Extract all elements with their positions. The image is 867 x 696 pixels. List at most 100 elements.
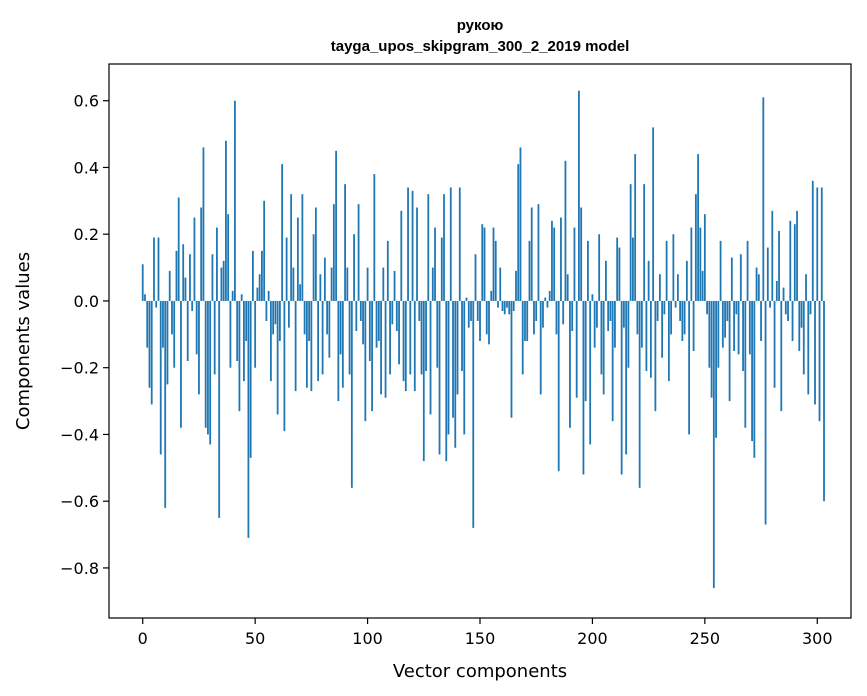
bar-118 bbox=[407, 187, 409, 301]
bar-79 bbox=[319, 274, 322, 301]
bar-113 bbox=[395, 300, 398, 331]
bar-139 bbox=[454, 300, 457, 448]
bar-37 bbox=[225, 140, 227, 301]
bar-77 bbox=[314, 207, 317, 301]
bar-295 bbox=[805, 274, 807, 301]
bar-303 bbox=[823, 300, 825, 502]
bar-150 bbox=[479, 300, 481, 341]
bar-41 bbox=[234, 100, 236, 301]
bar-210 bbox=[614, 300, 616, 348]
bar-32 bbox=[213, 300, 216, 375]
bar-122 bbox=[416, 207, 418, 301]
bar-109 bbox=[386, 240, 389, 301]
bar-45 bbox=[243, 300, 245, 382]
bar-168 bbox=[519, 147, 522, 301]
bar-281 bbox=[773, 300, 776, 388]
bar-26 bbox=[200, 207, 203, 301]
bar-91 bbox=[346, 267, 349, 301]
bar-214 bbox=[623, 300, 625, 328]
bar-177 bbox=[539, 300, 542, 395]
bar-194 bbox=[578, 90, 580, 301]
bar-187 bbox=[562, 300, 565, 325]
bar-129 bbox=[431, 267, 434, 301]
bar-67 bbox=[292, 267, 295, 301]
bar-102 bbox=[371, 300, 373, 412]
bar-82 bbox=[326, 300, 328, 335]
bar-95 bbox=[355, 300, 358, 331]
bar-100 bbox=[366, 267, 369, 301]
bar-207 bbox=[607, 300, 610, 331]
bar-242 bbox=[685, 260, 688, 301]
bar-160 bbox=[501, 300, 504, 311]
bar-301 bbox=[818, 300, 821, 422]
bar-117 bbox=[404, 300, 407, 392]
bar-248 bbox=[699, 227, 702, 301]
bar-4 bbox=[150, 300, 153, 405]
bar-219 bbox=[634, 154, 637, 301]
bar-1 bbox=[144, 294, 146, 301]
bar-85 bbox=[332, 204, 335, 301]
bar-94 bbox=[353, 234, 355, 301]
bar-269 bbox=[746, 240, 749, 301]
bar-34 bbox=[218, 300, 221, 518]
bar-57 bbox=[269, 300, 272, 382]
bar-265 bbox=[737, 300, 740, 355]
bar-296 bbox=[807, 300, 810, 395]
bar-137 bbox=[449, 187, 452, 301]
bar-184 bbox=[555, 300, 558, 335]
bar-132 bbox=[438, 300, 441, 455]
bar-166 bbox=[515, 270, 517, 301]
y-tick-label-5: 0.2 bbox=[74, 225, 99, 244]
bar-180 bbox=[546, 300, 549, 308]
bar-64 bbox=[285, 237, 288, 301]
bar-238 bbox=[676, 274, 679, 301]
bar-249 bbox=[701, 270, 704, 301]
bar-110 bbox=[389, 300, 391, 375]
bar-255 bbox=[715, 300, 717, 438]
bar-200 bbox=[591, 294, 594, 301]
bar-173 bbox=[530, 207, 533, 301]
y-tick-label-7: 0.6 bbox=[74, 92, 99, 111]
bar-158 bbox=[497, 300, 499, 308]
bar-280 bbox=[771, 210, 774, 301]
bar-182 bbox=[551, 220, 553, 301]
bar-202 bbox=[596, 300, 598, 328]
bar-58 bbox=[272, 300, 275, 335]
bar-120 bbox=[411, 190, 414, 301]
bar-186 bbox=[560, 217, 562, 301]
bar-53 bbox=[261, 250, 263, 301]
bar-3 bbox=[148, 300, 151, 388]
bar-20 bbox=[186, 300, 189, 362]
bar-15 bbox=[175, 250, 178, 301]
bar-123 bbox=[418, 300, 421, 321]
bar-60 bbox=[276, 300, 279, 415]
bar-161 bbox=[503, 300, 506, 315]
bar-226 bbox=[649, 300, 652, 378]
bar-299 bbox=[814, 300, 816, 405]
bar-138 bbox=[452, 300, 454, 418]
bar-170 bbox=[524, 300, 526, 341]
bar-266 bbox=[739, 254, 742, 301]
bar-149 bbox=[476, 300, 479, 321]
x-tick-label-0: 0 bbox=[138, 629, 148, 648]
x-tick-label-5: 250 bbox=[690, 629, 721, 648]
bar-230 bbox=[658, 274, 661, 301]
bar-201 bbox=[593, 300, 596, 348]
bar-39 bbox=[229, 300, 232, 368]
y-tick-label-0: −0.8 bbox=[60, 559, 99, 578]
bar-268 bbox=[744, 300, 747, 428]
bar-220 bbox=[636, 300, 639, 335]
bar-80 bbox=[321, 300, 324, 375]
bar-25 bbox=[198, 300, 200, 395]
bar-30 bbox=[209, 300, 212, 445]
bar-70 bbox=[299, 284, 302, 301]
bar-18 bbox=[182, 244, 185, 301]
bar-267 bbox=[742, 300, 744, 372]
bar-131 bbox=[436, 300, 439, 368]
bar-143 bbox=[463, 300, 466, 435]
bar-52 bbox=[258, 274, 261, 301]
bar-225 bbox=[647, 260, 650, 301]
bar-231 bbox=[661, 300, 664, 358]
bar-218 bbox=[632, 237, 634, 301]
bar-284 bbox=[780, 300, 783, 412]
